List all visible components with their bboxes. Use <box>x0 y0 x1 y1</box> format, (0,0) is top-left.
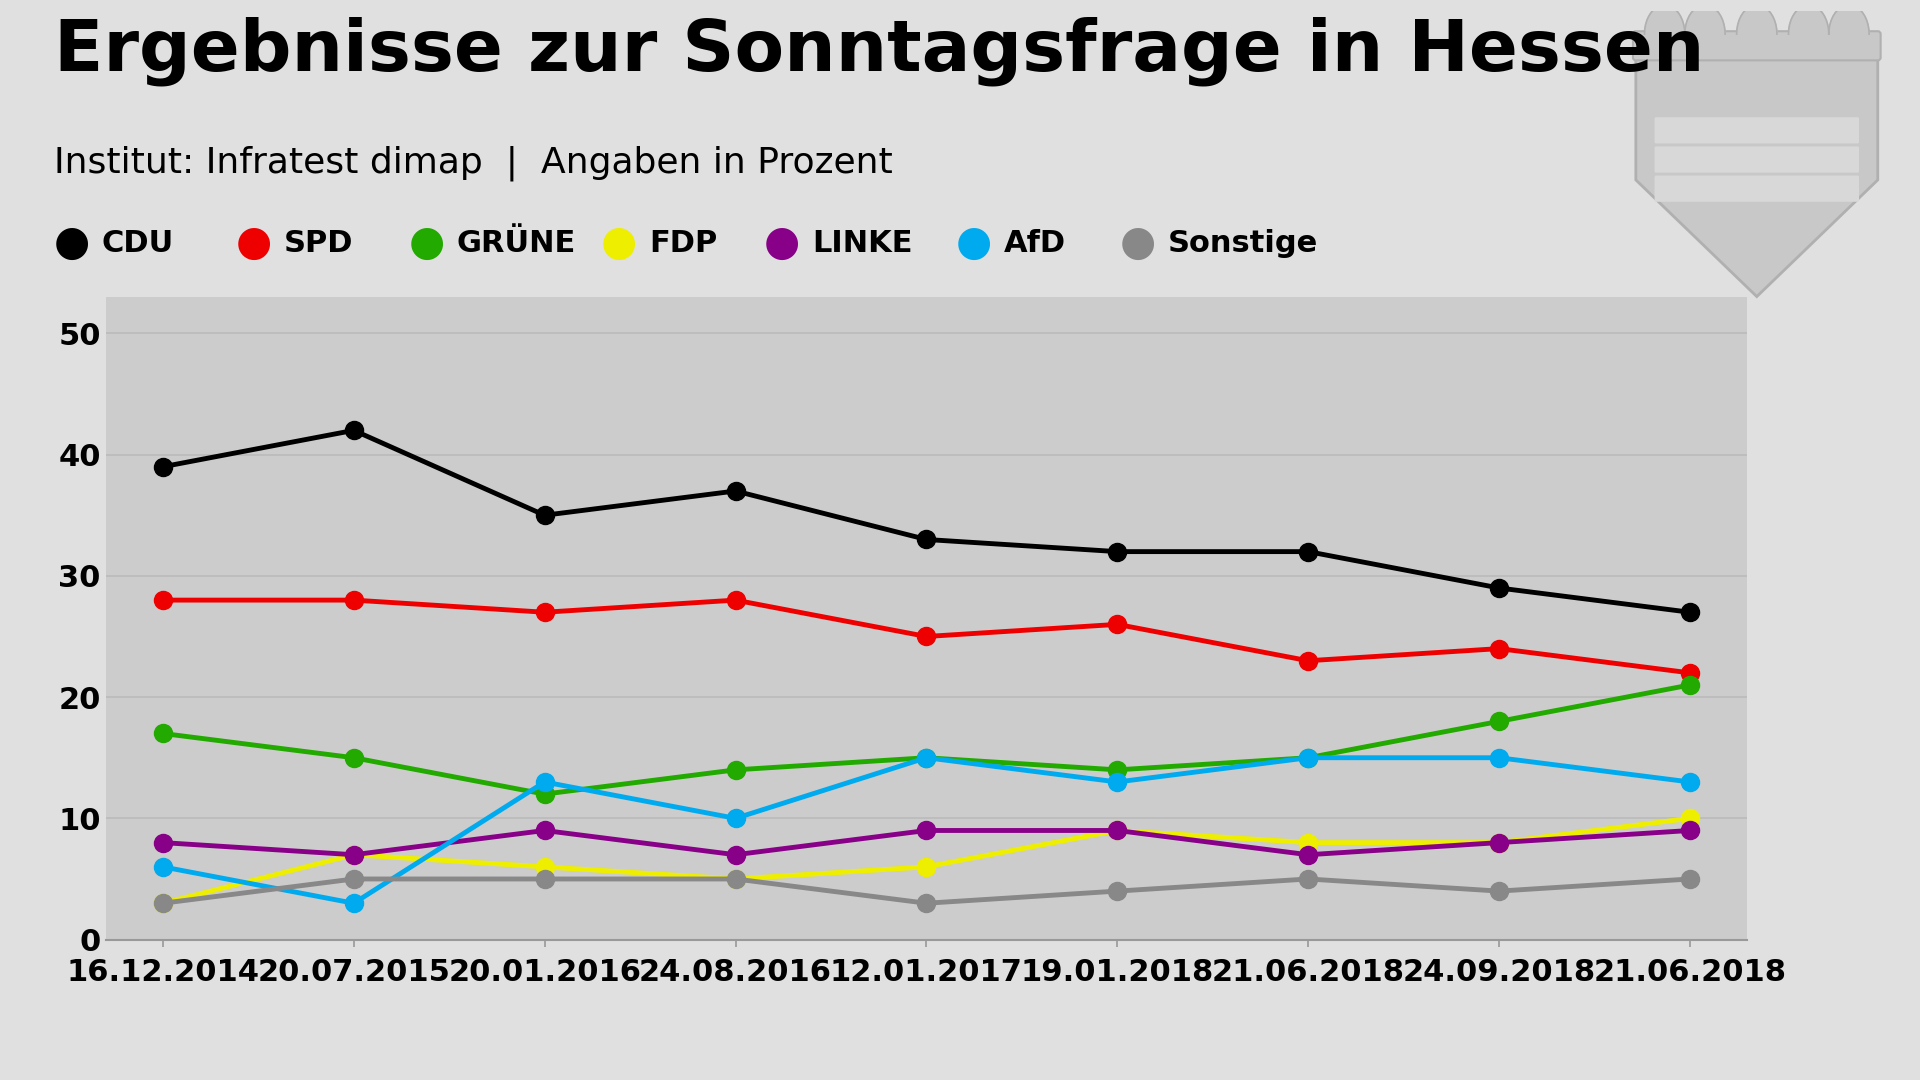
FancyBboxPatch shape <box>1632 31 1880 60</box>
Text: ●: ● <box>764 222 801 264</box>
Polygon shape <box>1736 5 1778 35</box>
Polygon shape <box>1686 5 1724 35</box>
Text: ●: ● <box>236 222 273 264</box>
Text: Institut: Infratest dimap  |  Angaben in Prozent: Institut: Infratest dimap | Angaben in P… <box>54 146 893 181</box>
Text: ●: ● <box>1119 222 1156 264</box>
Text: ●: ● <box>956 222 993 264</box>
Text: ●: ● <box>601 222 637 264</box>
Text: Ergebnisse zur Sonntagsfrage in Hessen: Ergebnisse zur Sonntagsfrage in Hessen <box>54 16 1705 85</box>
Polygon shape <box>1828 5 1868 35</box>
Text: FDP: FDP <box>649 229 718 257</box>
Polygon shape <box>1644 5 1686 35</box>
FancyBboxPatch shape <box>1655 118 1859 144</box>
Text: ●: ● <box>54 222 90 264</box>
Text: SPD: SPD <box>284 229 353 257</box>
Text: GRÜNE: GRÜNE <box>457 229 576 257</box>
Text: AfD: AfD <box>1004 229 1066 257</box>
FancyBboxPatch shape <box>1655 176 1859 202</box>
Text: LINKE: LINKE <box>812 229 912 257</box>
Polygon shape <box>1636 45 1878 297</box>
Polygon shape <box>1789 5 1828 35</box>
Text: ●: ● <box>409 222 445 264</box>
Text: CDU: CDU <box>102 229 175 257</box>
Text: Sonstige: Sonstige <box>1167 229 1317 257</box>
FancyBboxPatch shape <box>1655 147 1859 173</box>
